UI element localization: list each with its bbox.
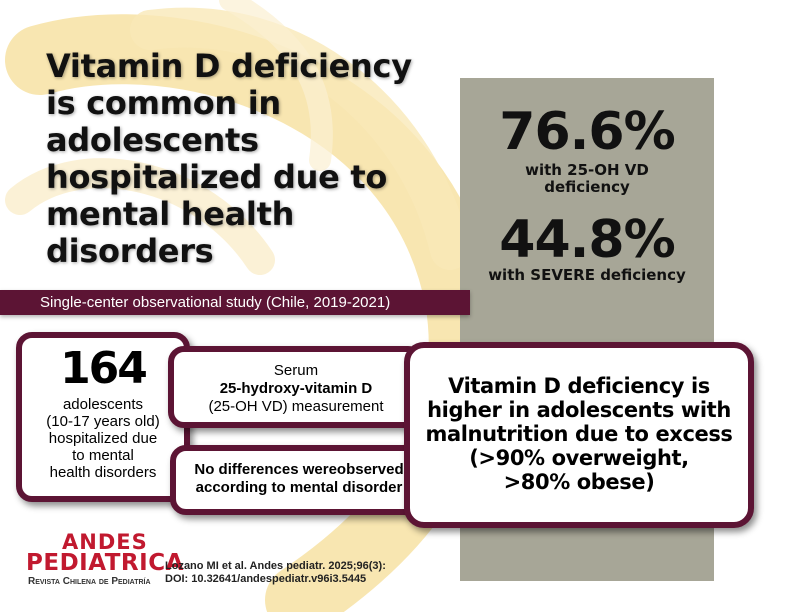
deficiency-caption-line1: with 25-OH VD: [525, 161, 649, 179]
logo-subtitle: Revista Chilena de Pediatría: [28, 576, 151, 587]
deficiency-percent: 76.6%: [499, 102, 675, 162]
statistics-panel: 76.6% with 25-OH VD deficiency 44.8% wit…: [460, 78, 714, 581]
page-title: Vitamin D deficiency is common in adoles…: [46, 47, 412, 270]
measurement-line3: (25-OH VD) measurement: [208, 398, 384, 415]
measurement-line2: 25-hydroxy-vitamin D: [219, 380, 373, 397]
sample-count: 164: [60, 343, 148, 394]
sample-description: adolescents (10-17 years old) hospitaliz…: [46, 396, 160, 481]
severe-deficiency-percent: 44.8%: [499, 210, 675, 270]
citation: Lozano MI et al. Andes pediatr. 2025;96(…: [165, 560, 386, 586]
severe-deficiency-caption: with SEVERE deficiency: [488, 266, 686, 284]
journal-logo: Andes Pediatrica Revista Chilena de Pedi…: [26, 530, 183, 592]
logo-andes: Andes: [62, 530, 148, 554]
no-difference-text: No differences wereobserved according to…: [194, 461, 404, 496]
study-banner-text: Single-center observational study (Chile…: [40, 294, 391, 311]
deficiency-caption-line2: deficiency: [544, 178, 630, 196]
no-difference-card: No differences wereobserved according to…: [170, 445, 428, 515]
measurement-line1: Serum: [273, 362, 319, 379]
logo-pediatrica: Pediatrica: [26, 550, 184, 576]
sample-size-card: 164 adolescents (10-17 years old) hospit…: [16, 332, 190, 502]
measurement-card: Serum 25-hydroxy-vitamin D (25-OH VD) me…: [168, 346, 424, 428]
key-finding-text: Vitamin D deficiency is higher in adoles…: [425, 374, 733, 494]
study-banner: Single-center observational study (Chile…: [0, 290, 470, 315]
citation-doi: DOI: 10.32641/andespediatr.v96i3.5445: [165, 573, 367, 585]
citation-line1: Lozano MI et al. Andes pediatr. 2025;96(…: [165, 560, 386, 572]
key-finding-card: Vitamin D deficiency is higher in adoles…: [404, 342, 754, 528]
